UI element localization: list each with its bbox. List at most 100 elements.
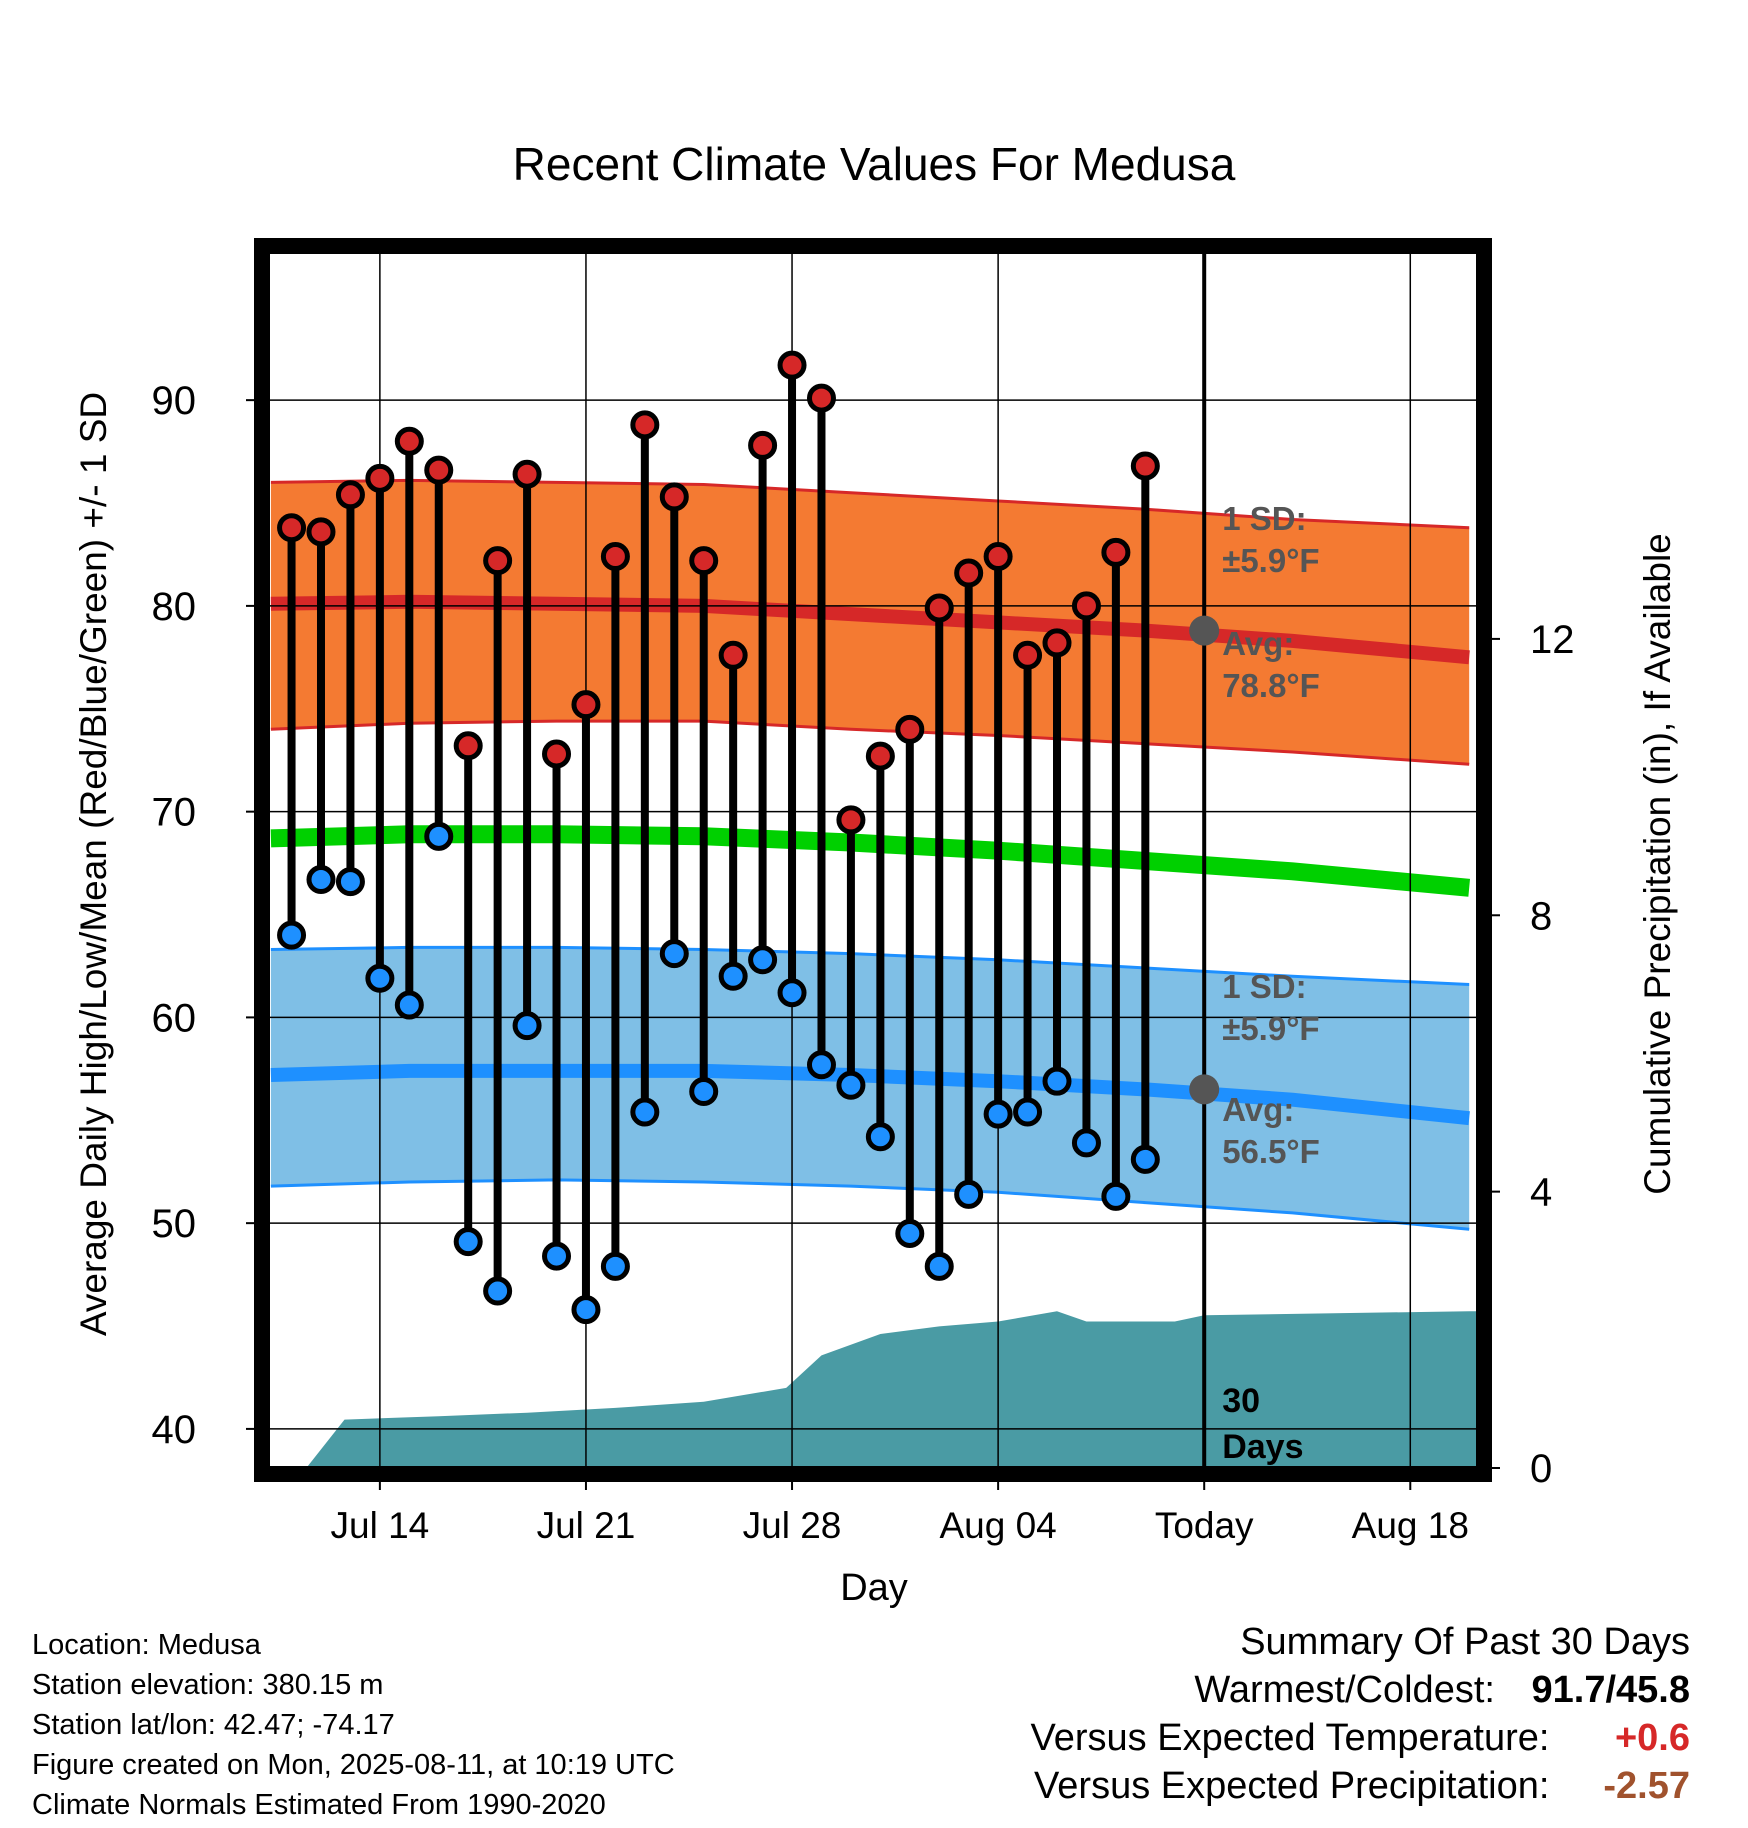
low-point [1071, 1128, 1101, 1158]
y-axis-label: Average Daily High/Low/Mean (Red/Blue/Gr… [73, 392, 114, 1336]
low-point [865, 1122, 895, 1152]
low-point [630, 1097, 660, 1127]
summary-panel: Summary Of Past 30 Days Warmest/Coldest:… [690, 1618, 1690, 1810]
annotations: 1 SD: ±5.9°F Avg: 78.8°F 1 SD: ±5.9°F Avg: 56.5… [1189, 500, 1320, 1466]
high-point [836, 805, 866, 835]
high-sd-label: 1 SD: [1222, 500, 1306, 537]
daily-range-bars [277, 350, 1160, 1325]
temp-row: Versus Expected Temperature: +0.6 [690, 1714, 1690, 1762]
high-point [600, 542, 630, 572]
latlon-text: Station lat/lon: 42.47; -74.17 [32, 1709, 395, 1741]
low-sd-band-lower-edge [270, 1178, 1470, 1231]
today-normal-high-marker [1189, 615, 1220, 646]
location-text: Location: Medusa [32, 1629, 261, 1661]
high-point [895, 714, 925, 744]
high-point [335, 480, 365, 510]
high-point [983, 542, 1013, 572]
low-point [718, 961, 748, 991]
normal-high-line [270, 594, 1470, 665]
high-point [453, 731, 483, 761]
high-point [542, 739, 572, 769]
plot-border [254, 238, 1492, 1482]
low-point [1042, 1066, 1072, 1096]
axes: Jul 14 Jul 21 Jul 28 Aug 04 Today Aug 1840506… [152, 296, 1575, 1546]
high-point [306, 517, 336, 547]
low-point [453, 1227, 483, 1257]
low-point [365, 963, 395, 993]
low-point [895, 1218, 925, 1248]
low-point [394, 990, 424, 1020]
low-point [483, 1276, 513, 1306]
high-point [424, 455, 454, 485]
high-point [1130, 451, 1160, 481]
x-tick-label: Aug 04 [939, 1505, 1056, 1546]
today-normal-low-marker [1189, 1074, 1220, 1105]
y2-tick-label: 0 [1530, 1447, 1552, 1491]
high-point [954, 558, 984, 588]
low-point [954, 1179, 984, 1209]
x-axis-label: Day [840, 1567, 908, 1609]
warmest-label: Warmest/Coldest: [1194, 1669, 1495, 1711]
x-tick-label: Jul 14 [331, 1505, 430, 1546]
high-point [748, 430, 778, 460]
high-point [394, 426, 424, 456]
low-point [542, 1241, 572, 1271]
temp-label: Versus Expected Temperature: [1030, 1717, 1550, 1759]
low-point [1101, 1181, 1131, 1211]
high-avg-value: 78.8°F [1222, 667, 1320, 704]
high-point [365, 463, 395, 493]
high-point [924, 593, 954, 623]
low-sd-value: ±5.9°F [1222, 1010, 1319, 1047]
low-point [748, 945, 778, 975]
precip-value: -2.57 [1603, 1765, 1690, 1807]
low-point [277, 920, 307, 950]
low-point [306, 865, 336, 895]
chart-title: Recent Climate Values For Medusa [513, 138, 1236, 190]
elevation-text: Station elevation: 380.15 m [32, 1669, 384, 1701]
low-point [836, 1070, 866, 1100]
warmest-row: Warmest/Coldest: 91.7/45.8 [690, 1666, 1690, 1714]
y-tick-label: 60 [152, 996, 197, 1040]
normals-text: Climate Normals Estimated From 1990-2020 [32, 1789, 606, 1821]
y-tick-label: 90 [152, 379, 197, 423]
y2-tick-label: 8 [1530, 894, 1552, 938]
low-point [777, 978, 807, 1008]
high-point [718, 640, 748, 670]
high-point [1101, 537, 1131, 567]
precip-row: Versus Expected Precipitation: -2.57 [690, 1762, 1690, 1810]
low-point [659, 939, 689, 969]
high-sd-band-upper-edge [270, 478, 1470, 530]
y-tick-label: 40 [152, 1408, 197, 1452]
precip-period-unit: Days [1222, 1428, 1303, 1466]
y-tick-label: 80 [152, 585, 197, 629]
temp-value: +0.6 [1614, 1717, 1690, 1759]
low-point [424, 821, 454, 851]
high-point [277, 513, 307, 543]
high-point [777, 350, 807, 380]
low-sd-label: 1 SD: [1222, 968, 1306, 1005]
high-avg-label: Avg: [1222, 625, 1294, 662]
high-point [1042, 628, 1072, 658]
low-point [1130, 1144, 1160, 1174]
gridlines [268, 252, 1478, 1468]
high-point [483, 546, 513, 576]
low-point [806, 1050, 836, 1080]
low-point [983, 1099, 1013, 1129]
high-point [806, 383, 836, 413]
x-tick-label: Jul 21 [537, 1505, 636, 1546]
station-info: Location: Medusa Station elevation: 380.… [32, 1625, 852, 1825]
high-sd-value: ±5.9°F [1222, 542, 1319, 579]
x-tick-label: Today [1155, 1505, 1254, 1546]
high-sd-band-lower-edge [270, 719, 1470, 766]
y2-tick-label: 4 [1530, 1171, 1552, 1215]
high-sd-band [270, 480, 1470, 765]
high-point [1071, 591, 1101, 621]
high-point [571, 690, 601, 720]
x-tick-label: Aug 18 [1352, 1505, 1469, 1546]
low-point [512, 1011, 542, 1041]
warmest-value: 91.7/45.8 [1531, 1669, 1690, 1711]
low-point [600, 1251, 630, 1281]
low-point [924, 1251, 954, 1281]
y-tick-label: 70 [152, 791, 197, 835]
high-point [512, 459, 542, 489]
